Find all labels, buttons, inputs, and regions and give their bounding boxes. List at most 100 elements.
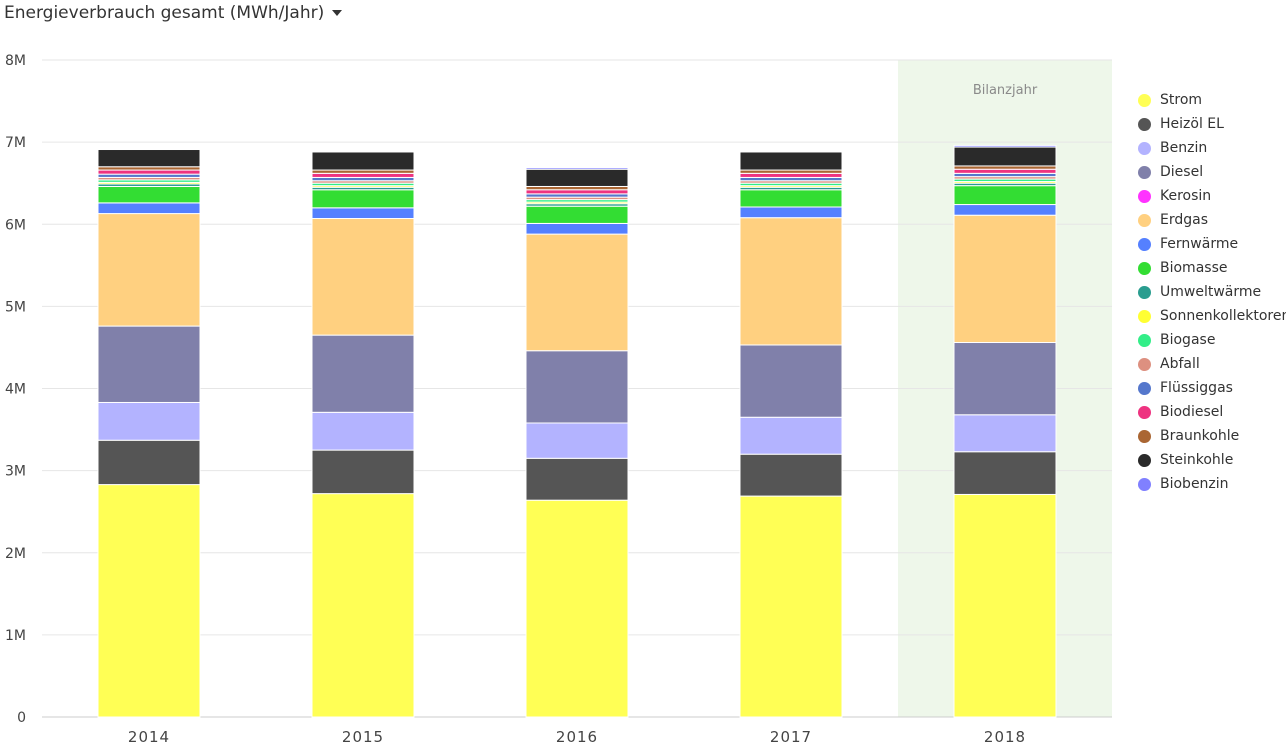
bar-segment bbox=[525, 457, 629, 501]
bar-segment bbox=[525, 499, 629, 718]
bar-segment bbox=[739, 172, 843, 178]
bar-segment bbox=[97, 439, 201, 486]
bar-segment bbox=[739, 217, 843, 346]
bar-segment bbox=[311, 189, 415, 209]
legend-marker bbox=[1138, 405, 1151, 419]
x-tick-label: 2018 bbox=[984, 728, 1026, 746]
bar-segment bbox=[953, 342, 1057, 416]
stacked-bar-chart: Bilanzjahr 0 1M 2M 3M 4M 5M 6M 7M 8M 2014 2015 2016 2… bbox=[5, 53, 1112, 746]
bar-segment bbox=[953, 204, 1057, 216]
legend-label: Sonnenkollektoren bbox=[1160, 308, 1286, 324]
legend-item[interactable]: Fernwärme bbox=[1138, 232, 1286, 256]
legend-item[interactable]: Strom bbox=[1138, 88, 1286, 112]
legend-label: Braunkohle bbox=[1160, 428, 1240, 444]
legend-marker bbox=[1138, 357, 1151, 371]
bar-segment bbox=[311, 207, 415, 220]
legend-item[interactable]: Heizöl EL bbox=[1138, 112, 1286, 136]
bar-segment bbox=[953, 451, 1057, 495]
legend-label: Benzin bbox=[1160, 140, 1208, 156]
bar-segment bbox=[739, 453, 843, 497]
bar-segment bbox=[311, 172, 415, 178]
legend-item[interactable]: Biomasse bbox=[1138, 256, 1286, 280]
bar-segment bbox=[953, 185, 1057, 206]
bar-segment bbox=[739, 495, 843, 718]
legend-item[interactable]: Biodiesel bbox=[1138, 400, 1286, 424]
legend-label: Biodiesel bbox=[1160, 404, 1224, 420]
legend-label: Biomasse bbox=[1160, 260, 1228, 276]
y-tick-label: 6M bbox=[5, 217, 26, 233]
bar-segment bbox=[525, 233, 629, 352]
y-tick-label: 2M bbox=[5, 546, 26, 562]
highlight-label: Bilanzjahr bbox=[973, 83, 1038, 98]
legend-item[interactable]: Abfall bbox=[1138, 352, 1286, 376]
y-tick-label: 3M bbox=[5, 464, 26, 480]
legend-marker bbox=[1138, 285, 1151, 299]
legend-marker bbox=[1138, 141, 1151, 155]
legend-marker bbox=[1138, 333, 1151, 347]
bar-segment bbox=[311, 151, 415, 171]
chart-legend: Strom Heizöl EL Benzin Diesel Kerosin Erdgas F… bbox=[1138, 88, 1286, 496]
legend-label: Biobenzin bbox=[1160, 476, 1229, 492]
bar-segment bbox=[525, 168, 629, 187]
legend-marker bbox=[1138, 213, 1151, 227]
legend-label: Biogase bbox=[1160, 332, 1216, 348]
bar-segment bbox=[97, 149, 201, 168]
bar-segment bbox=[97, 169, 201, 175]
bar-segment bbox=[739, 416, 843, 455]
legend-item[interactable]: Biobenzin bbox=[1138, 472, 1286, 496]
y-tick-label: 0 bbox=[17, 710, 26, 726]
legend-item[interactable]: Biogase bbox=[1138, 328, 1286, 352]
legend-label: Fernwärme bbox=[1160, 236, 1239, 252]
legend-item[interactable]: Braunkohle bbox=[1138, 424, 1286, 448]
bar-segment bbox=[97, 401, 201, 441]
legend-marker bbox=[1138, 309, 1151, 323]
legend-label: Steinkohle bbox=[1160, 452, 1234, 468]
bar-segment bbox=[97, 213, 201, 327]
bar-segment bbox=[739, 344, 843, 418]
legend-marker bbox=[1138, 237, 1151, 251]
bar-segment bbox=[311, 449, 415, 495]
y-tick-label: 7M bbox=[5, 135, 26, 151]
bar-segment bbox=[953, 414, 1057, 453]
bar-segment bbox=[739, 151, 843, 171]
legend-marker bbox=[1138, 93, 1151, 107]
legend-item[interactable]: Sonnenkollektoren bbox=[1138, 304, 1286, 328]
legend-item[interactable]: Steinkohle bbox=[1138, 448, 1286, 472]
bar-segment bbox=[953, 214, 1057, 344]
bar-segment bbox=[311, 493, 415, 718]
bar-segment bbox=[525, 189, 629, 195]
legend-item[interactable]: Erdgas bbox=[1138, 208, 1286, 232]
legend-marker bbox=[1138, 381, 1151, 395]
chart-title-dropdown[interactable]: Energieverbrauch gesamt (MWh/Jahr) bbox=[4, 0, 343, 26]
legend-label: Flüssiggas bbox=[1160, 380, 1233, 396]
bar-segment bbox=[525, 167, 629, 170]
legend-label: Erdgas bbox=[1160, 212, 1209, 228]
bar-segment bbox=[739, 206, 843, 219]
bar-segment bbox=[97, 325, 201, 403]
bar-segment bbox=[97, 484, 201, 718]
legend-marker bbox=[1138, 477, 1151, 491]
legend-marker bbox=[1138, 117, 1151, 131]
bar-segment bbox=[311, 411, 415, 451]
legend-label: Strom bbox=[1160, 92, 1203, 108]
legend-item[interactable]: Benzin bbox=[1138, 136, 1286, 160]
legend-item[interactable]: Diesel bbox=[1138, 160, 1286, 184]
bar-segment bbox=[953, 146, 1057, 167]
y-tick-label: 8M bbox=[5, 53, 26, 69]
legend-label: Umweltwärme bbox=[1160, 284, 1262, 300]
caret-down-icon[interactable] bbox=[332, 10, 343, 16]
bar-segment bbox=[311, 334, 415, 413]
legend-marker bbox=[1138, 429, 1151, 443]
bar-segment bbox=[953, 493, 1057, 718]
legend-label: Heizöl EL bbox=[1160, 116, 1224, 132]
legend-label: Abfall bbox=[1160, 356, 1200, 372]
legend-item[interactable]: Kerosin bbox=[1138, 184, 1286, 208]
bar-segment bbox=[525, 350, 629, 424]
legend-label: Kerosin bbox=[1160, 188, 1212, 204]
bar-segment bbox=[525, 222, 629, 235]
x-tick-label: 2014 bbox=[128, 728, 170, 746]
bar-segment bbox=[97, 185, 201, 204]
bar-segment bbox=[953, 168, 1057, 174]
legend-item[interactable]: Umweltwärme bbox=[1138, 280, 1286, 304]
legend-item[interactable]: Flüssiggas bbox=[1138, 376, 1286, 400]
